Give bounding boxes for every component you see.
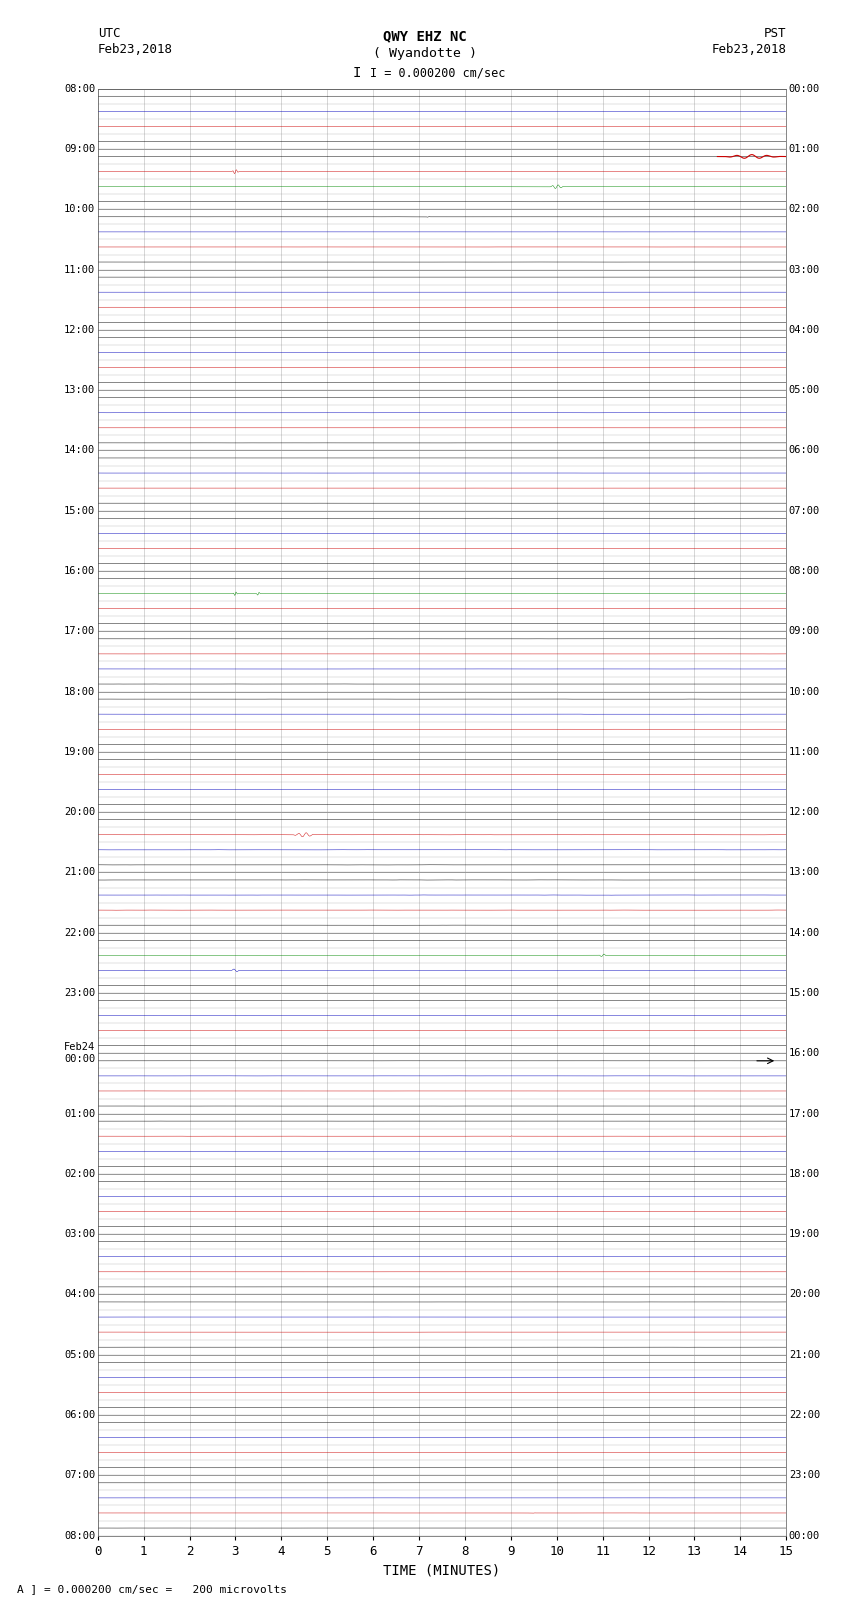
Text: 15:00: 15:00: [789, 989, 820, 998]
Text: PST: PST: [764, 27, 786, 40]
Text: 14:00: 14:00: [789, 927, 820, 937]
Text: 04:00: 04:00: [64, 1289, 95, 1300]
Text: ( Wyandotte ): ( Wyandotte ): [373, 47, 477, 60]
Text: 18:00: 18:00: [789, 1169, 820, 1179]
Text: Feb24
00:00: Feb24 00:00: [64, 1042, 95, 1065]
Text: 05:00: 05:00: [789, 386, 820, 395]
Text: 16:00: 16:00: [789, 1048, 820, 1058]
Text: 06:00: 06:00: [64, 1410, 95, 1419]
Text: 23:00: 23:00: [789, 1471, 820, 1481]
Text: 17:00: 17:00: [789, 1108, 820, 1118]
Text: 13:00: 13:00: [64, 386, 95, 395]
Text: 05:00: 05:00: [64, 1350, 95, 1360]
Text: 11:00: 11:00: [789, 747, 820, 756]
Text: 02:00: 02:00: [64, 1169, 95, 1179]
Text: 09:00: 09:00: [64, 144, 95, 153]
Text: 15:00: 15:00: [64, 506, 95, 516]
Text: 08:00: 08:00: [789, 566, 820, 576]
Text: QWY EHZ NC: QWY EHZ NC: [383, 29, 467, 44]
Text: 10:00: 10:00: [64, 205, 95, 215]
Text: 19:00: 19:00: [789, 1229, 820, 1239]
Text: 22:00: 22:00: [64, 927, 95, 937]
Text: 12:00: 12:00: [789, 806, 820, 818]
Text: 06:00: 06:00: [789, 445, 820, 455]
Text: I: I: [353, 66, 361, 79]
Text: 18:00: 18:00: [64, 687, 95, 697]
Text: A ] = 0.000200 cm/sec =   200 microvolts: A ] = 0.000200 cm/sec = 200 microvolts: [17, 1584, 287, 1594]
Text: 23:00: 23:00: [64, 989, 95, 998]
Text: 04:00: 04:00: [789, 324, 820, 336]
Text: 13:00: 13:00: [789, 868, 820, 877]
Text: 19:00: 19:00: [64, 747, 95, 756]
Text: 03:00: 03:00: [64, 1229, 95, 1239]
Text: 08:00: 08:00: [64, 1531, 95, 1540]
Text: 10:00: 10:00: [789, 687, 820, 697]
Text: 07:00: 07:00: [789, 506, 820, 516]
Text: 16:00: 16:00: [64, 566, 95, 576]
X-axis label: TIME (MINUTES): TIME (MINUTES): [383, 1563, 501, 1578]
Text: 09:00: 09:00: [789, 626, 820, 636]
Text: Feb23,2018: Feb23,2018: [98, 44, 173, 56]
Text: UTC: UTC: [98, 27, 120, 40]
Text: 20:00: 20:00: [64, 806, 95, 818]
Text: 01:00: 01:00: [789, 144, 820, 153]
Text: 03:00: 03:00: [789, 265, 820, 274]
Text: 07:00: 07:00: [64, 1471, 95, 1481]
Text: 20:00: 20:00: [789, 1289, 820, 1300]
Text: 01:00: 01:00: [64, 1108, 95, 1118]
Text: 00:00: 00:00: [789, 1531, 820, 1540]
Text: 17:00: 17:00: [64, 626, 95, 636]
Text: 00:00: 00:00: [789, 84, 820, 94]
Text: 21:00: 21:00: [64, 868, 95, 877]
Text: 02:00: 02:00: [789, 205, 820, 215]
Text: I = 0.000200 cm/sec: I = 0.000200 cm/sec: [370, 66, 505, 79]
Text: 11:00: 11:00: [64, 265, 95, 274]
Text: Feb23,2018: Feb23,2018: [711, 44, 786, 56]
Text: 14:00: 14:00: [64, 445, 95, 455]
Text: 21:00: 21:00: [789, 1350, 820, 1360]
Text: 08:00: 08:00: [64, 84, 95, 94]
Text: 12:00: 12:00: [64, 324, 95, 336]
Text: 22:00: 22:00: [789, 1410, 820, 1419]
